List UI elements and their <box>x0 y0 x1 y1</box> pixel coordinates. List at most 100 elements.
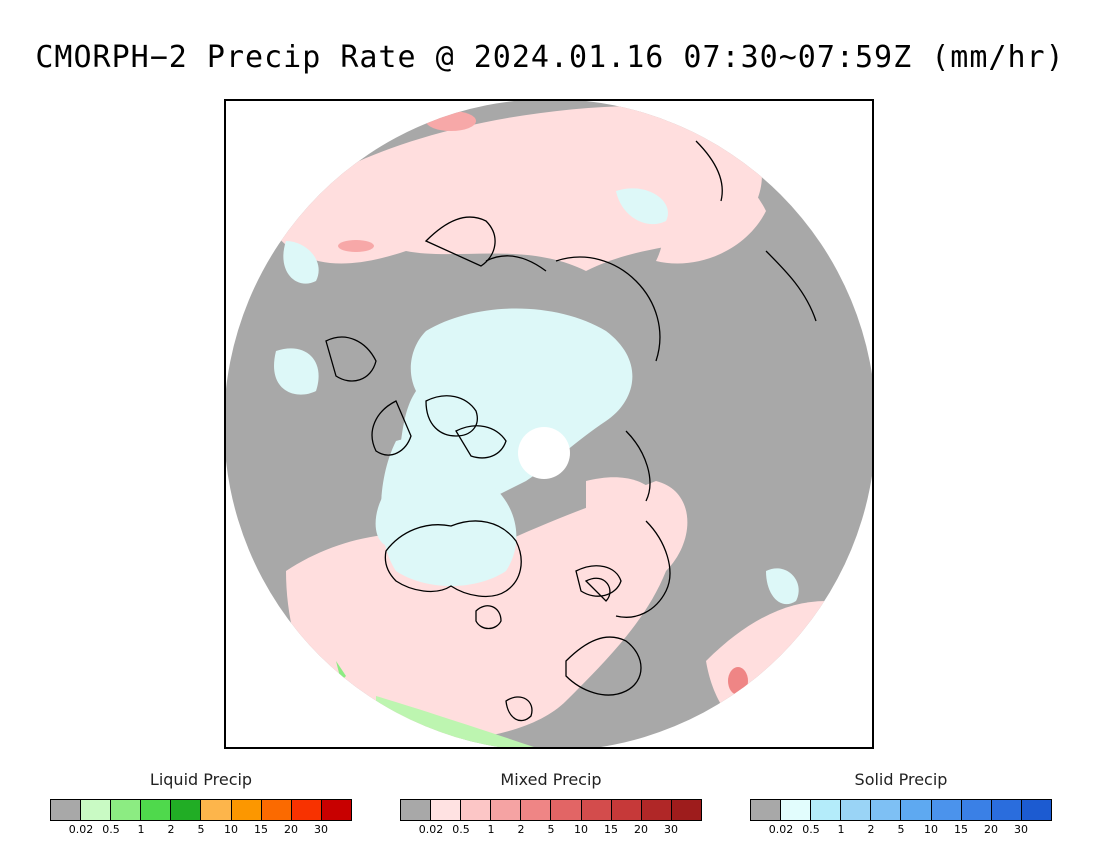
legend-swatch <box>781 800 812 820</box>
mixed-precip-cell <box>728 667 748 695</box>
solid-precip-area-canada <box>274 348 319 395</box>
map-disc <box>226 101 872 747</box>
legend-swatch <box>871 800 902 820</box>
legend-tick-label: 0.02 <box>68 823 94 836</box>
canadian-archipelago-coast <box>425 395 478 437</box>
solid-precip-area-russia <box>766 568 799 605</box>
legend-swatch <box>751 800 782 820</box>
solid-precip-area-siberia <box>616 188 668 225</box>
legend-swatch <box>671 800 701 820</box>
solid-precip-area-greenland <box>381 438 517 586</box>
legend-swatch <box>491 800 522 820</box>
legend-tick-label: 15 <box>254 823 268 836</box>
legend-swatch <box>111 800 142 820</box>
legend-tick-label: 1 <box>487 823 495 836</box>
novaya-zemlya-coast <box>584 577 611 602</box>
legend-tick-label: 1 <box>837 823 845 836</box>
legend-swatch <box>991 800 1022 820</box>
legend-tick-label: 2 <box>167 823 175 836</box>
legend-tick-label: 10 <box>574 823 588 836</box>
legend-swatch <box>611 800 642 820</box>
map-canvas <box>226 101 872 747</box>
mixed-precip-cell <box>338 240 374 252</box>
legend-swatch <box>841 800 872 820</box>
legend-swatch <box>231 800 262 820</box>
legend-liquid: Liquid Precip 0.02 0.5 1 2 5 10 15 20 30 <box>50 770 352 837</box>
mixed-precip-area-asia-north <box>646 121 766 264</box>
legend-swatch <box>81 800 112 820</box>
legend-colorbar <box>400 799 702 821</box>
iceland-coast <box>475 605 502 630</box>
legend-swatch <box>261 800 292 820</box>
legend-swatch <box>901 800 932 820</box>
legend-swatch <box>51 800 82 820</box>
ellesmere-coast <box>455 425 507 459</box>
kamchatka-coast <box>695 140 723 202</box>
legend-tick-label: 0.5 <box>102 823 120 836</box>
legend-tick-label: 30 <box>1014 823 1028 836</box>
britain-coast <box>505 696 533 722</box>
legend-swatch <box>401 800 432 820</box>
legend-ticks: 0.02 0.5 1 2 5 10 15 20 30 <box>400 823 702 837</box>
taymyr-coast <box>625 430 651 502</box>
svalbard-coast <box>575 565 622 597</box>
mixed-precip-area-svalbard <box>586 477 666 535</box>
canada-coast <box>325 336 377 382</box>
solid-precip-area-alaska <box>283 241 319 284</box>
legend-tick-label: 5 <box>897 823 905 836</box>
legend-tick-label: 20 <box>634 823 648 836</box>
mixed-precip-cell <box>426 111 476 131</box>
barents-coast <box>615 520 671 618</box>
legend-tick-label: 10 <box>924 823 938 836</box>
siberia-coast-north <box>555 256 661 362</box>
liquid-precip-cell <box>336 661 346 681</box>
legend-tick-label: 2 <box>517 823 525 836</box>
legend-ticks: 0.02 0.5 1 2 5 10 15 20 30 <box>750 823 1052 837</box>
legend-solid: Solid Precip 0.02 0.5 1 2 5 10 15 20 30 <box>750 770 1052 837</box>
legend-tick-label: 1 <box>137 823 145 836</box>
legend-tick-label: 0.02 <box>768 823 794 836</box>
legend-swatch <box>461 800 492 820</box>
legend-tick-label: 30 <box>314 823 328 836</box>
legend-colorbar <box>50 799 352 821</box>
legend-colorbar <box>750 799 1052 821</box>
legend-swatch <box>641 800 672 820</box>
greenland-coast <box>384 520 522 598</box>
legend-swatch <box>961 800 992 820</box>
legend-swatch <box>811 800 842 820</box>
legend-swatch <box>931 800 962 820</box>
legend-tick-label: 20 <box>284 823 298 836</box>
legend-tick-label: 5 <box>547 823 555 836</box>
legend-tick-label: 0.5 <box>802 823 820 836</box>
legend-title: Liquid Precip <box>149 770 253 789</box>
legend-tick-label: 5 <box>197 823 205 836</box>
legend-swatch <box>141 800 172 820</box>
legend-mixed: Mixed Precip 0.02 0.5 1 2 5 10 15 20 30 <box>400 770 702 837</box>
legend-swatch <box>1021 800 1051 820</box>
coastlines <box>325 140 817 722</box>
legend-swatch <box>291 800 322 820</box>
legend-swatch <box>581 800 612 820</box>
pole-data-gap <box>518 427 570 479</box>
polar-precip-map <box>224 99 874 749</box>
legend-tick-label: 2 <box>867 823 875 836</box>
legend-swatch <box>551 800 582 820</box>
legend-ticks: 0.02 0.5 1 2 5 10 15 20 30 <box>50 823 352 837</box>
scandinavia-coast <box>565 636 642 696</box>
legend-swatch <box>521 800 552 820</box>
bering-coast <box>424 216 496 267</box>
legend-tick-label: 10 <box>224 823 238 836</box>
mixed-precip-area-north-pacific <box>266 105 762 272</box>
legend-swatch <box>321 800 351 820</box>
legend-tick-label: 0.5 <box>452 823 470 836</box>
baffin-coast <box>371 400 412 456</box>
okhotsk-coast <box>765 250 817 322</box>
legend-swatch <box>431 800 462 820</box>
legend-title: Solid Precip <box>854 770 948 789</box>
legend-tick-label: 15 <box>604 823 618 836</box>
legend-tick-label: 0.02 <box>418 823 444 836</box>
legend-tick-label: 15 <box>954 823 968 836</box>
siberia-coast-east <box>485 255 547 272</box>
legend-swatch <box>171 800 202 820</box>
chart-title: CMORPH−2 Precip Rate @ 2024.01.16 07:30~… <box>35 40 1065 75</box>
